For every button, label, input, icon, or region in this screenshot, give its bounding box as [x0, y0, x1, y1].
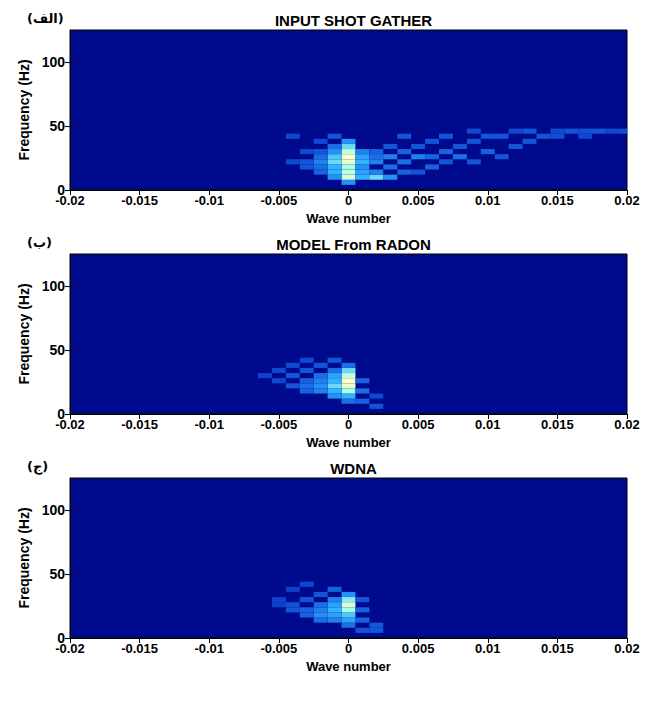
svg-text:0.01: 0.01 — [475, 193, 500, 208]
svg-text:-0.01: -0.01 — [194, 417, 224, 432]
svg-text:-0.015: -0.015 — [121, 193, 158, 208]
svg-text:Frequency (Hz): Frequency (Hz) — [16, 507, 32, 608]
svg-text:0.005: 0.005 — [402, 417, 435, 432]
svg-text:-0.005: -0.005 — [260, 193, 297, 208]
svg-text:0: 0 — [57, 406, 65, 422]
svg-text:0: 0 — [345, 193, 352, 208]
svg-text:-0.01: -0.01 — [194, 193, 224, 208]
svg-text:-0.01: -0.01 — [194, 641, 224, 656]
svg-text:100: 100 — [42, 278, 66, 294]
svg-text:-0.02: -0.02 — [55, 641, 85, 656]
svg-text:-0.015: -0.015 — [121, 417, 158, 432]
svg-text:-0.015: -0.015 — [121, 641, 158, 656]
svg-text:Wave number: Wave number — [306, 435, 391, 450]
svg-text:0: 0 — [57, 182, 65, 198]
svg-text:(الف): (الف) — [27, 11, 64, 26]
svg-text:0.015: 0.015 — [541, 193, 574, 208]
svg-text:Wave number: Wave number — [306, 211, 391, 226]
svg-text:Frequency (Hz): Frequency (Hz) — [16, 283, 32, 384]
svg-text:50: 50 — [49, 342, 65, 358]
svg-text:INPUT SHOT GATHER: INPUT SHOT GATHER — [275, 12, 432, 29]
svg-text:0.02: 0.02 — [614, 641, 639, 656]
svg-text:50: 50 — [49, 118, 65, 134]
svg-text:(ج): (ج) — [27, 459, 48, 475]
svg-text:0.01: 0.01 — [475, 641, 500, 656]
svg-text:100: 100 — [42, 502, 66, 518]
svg-text:-0.005: -0.005 — [260, 641, 297, 656]
svg-text:Wave number: Wave number — [306, 659, 391, 674]
svg-text:50: 50 — [49, 566, 65, 582]
svg-text:0.02: 0.02 — [614, 417, 639, 432]
svg-text:0.005: 0.005 — [402, 193, 435, 208]
svg-text:(ب): (ب) — [27, 235, 52, 250]
svg-text:-0.02: -0.02 — [55, 193, 85, 208]
svg-text:0: 0 — [345, 641, 352, 656]
svg-text:Frequency (Hz): Frequency (Hz) — [16, 59, 32, 160]
svg-text:0.01: 0.01 — [475, 417, 500, 432]
svg-text:0.015: 0.015 — [541, 641, 574, 656]
svg-text:MODEL From RADON: MODEL From RADON — [276, 236, 431, 253]
svg-text:0.015: 0.015 — [541, 417, 574, 432]
svg-text:-0.02: -0.02 — [55, 417, 85, 432]
svg-text:-0.005: -0.005 — [260, 417, 297, 432]
svg-text:0.02: 0.02 — [614, 193, 639, 208]
svg-text:0: 0 — [57, 630, 65, 646]
svg-text:100: 100 — [42, 54, 66, 70]
svg-text:WDNA: WDNA — [330, 460, 377, 477]
svg-text:0: 0 — [345, 417, 352, 432]
svg-text:0.005: 0.005 — [402, 641, 435, 656]
